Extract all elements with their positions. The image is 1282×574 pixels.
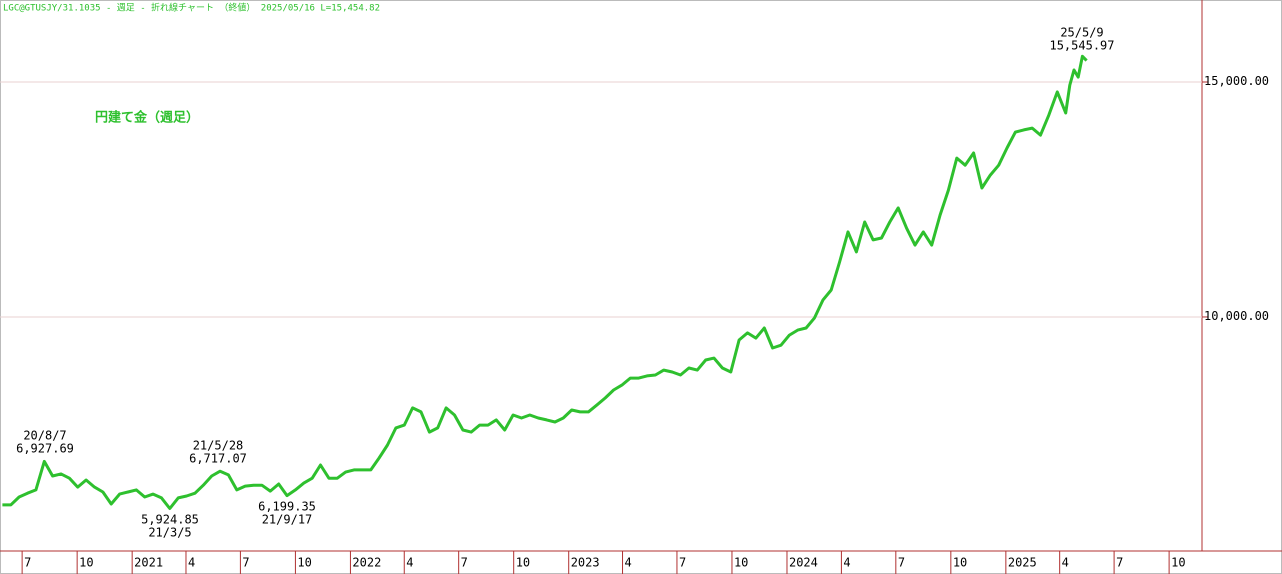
- annotation-value: 6,199.35: [258, 500, 316, 514]
- x-tick-label: 7: [242, 556, 249, 570]
- y-tick-label: 10,000.00: [1204, 309, 1269, 323]
- x-tick-label: 4: [406, 556, 413, 570]
- x-tick-label: 10: [516, 556, 530, 570]
- x-tick-label: 10: [297, 556, 311, 570]
- x-tick-label: 7: [1116, 556, 1123, 570]
- price-line: [2, 54, 1088, 510]
- x-tick-label: 7: [898, 556, 905, 570]
- annotation-value: 15,545.97: [1049, 39, 1114, 53]
- x-tick-label: 2024: [789, 556, 818, 570]
- annotation-value: 6,717.07: [189, 452, 247, 466]
- x-tick-label: 7: [679, 556, 686, 570]
- x-tick-label: 10: [734, 556, 748, 570]
- x-tick-label: 2023: [571, 556, 600, 570]
- annotation-date: 21/9/17: [262, 513, 313, 527]
- annotation-value: 5,924.85: [141, 513, 199, 527]
- x-tick-label: 2021: [134, 556, 163, 570]
- x-tick-label: 4: [1062, 556, 1069, 570]
- x-tick-label: 2022: [352, 556, 381, 570]
- x-tick-label: 10: [953, 556, 967, 570]
- x-tick-label: 7: [461, 556, 468, 570]
- y-tick-label: 15,000.00: [1204, 74, 1269, 88]
- x-tick-label: 4: [843, 556, 850, 570]
- x-tick-label: 10: [1171, 556, 1185, 570]
- x-tick-label: 7: [24, 556, 31, 570]
- annotation-date: 21/3/5: [148, 526, 191, 540]
- chart-title: 円建て金（週足）: [95, 110, 199, 126]
- x-tick-label: 2025: [1008, 556, 1037, 570]
- x-tick-label: 10: [79, 556, 93, 570]
- x-tick-label: 4: [188, 556, 195, 570]
- annotation-date: 20/8/7: [23, 429, 66, 443]
- annotation-value: 6,927.69: [16, 442, 74, 456]
- annotation-date: 21/5/28: [193, 439, 244, 453]
- chart-header: LGC@GTUSJY/31.1035 - 週足 - 折れ線チャート （終値） 2…: [3, 2, 380, 14]
- annotation-date: 25/5/9: [1060, 26, 1103, 40]
- x-tick-label: 4: [625, 556, 632, 570]
